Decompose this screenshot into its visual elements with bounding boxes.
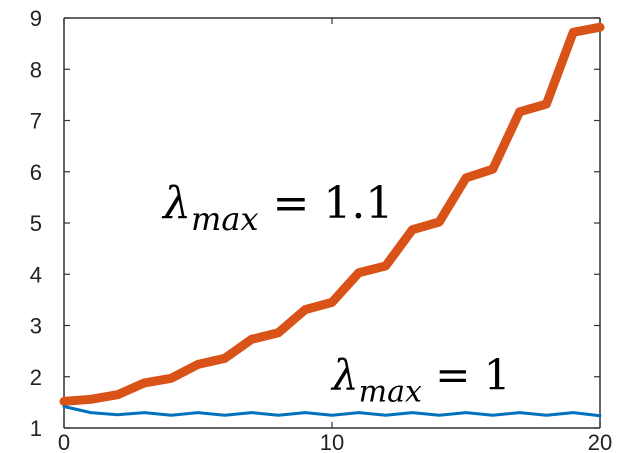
- tick-marks: [63, 17, 601, 429]
- x-tick-labels: 0 10 20: [58, 430, 612, 453]
- annotation-value: = 1: [422, 351, 511, 400]
- x-tick-label: 20: [588, 430, 612, 453]
- annotation-subscript: max: [359, 375, 422, 410]
- y-tick-label: 8: [30, 57, 42, 82]
- y-tick-label: 5: [30, 211, 42, 236]
- annotation-0: λmax = 1.1: [161, 178, 393, 238]
- y-tick-label: 1: [30, 416, 42, 441]
- series-line-0: [59, 22, 605, 406]
- annotation-value: = 1.1: [259, 178, 394, 229]
- y-tick-label: 2: [30, 365, 42, 390]
- y-tick-label: 3: [30, 314, 42, 339]
- annotation-symbol: λ: [161, 178, 191, 229]
- y-tick-label: 9: [30, 6, 42, 31]
- x-tick-label: 0: [58, 430, 70, 453]
- annotation-subscript: max: [191, 200, 258, 238]
- series-lines: [59, 22, 605, 418]
- series-line-1: [62, 405, 602, 418]
- y-tick-labels: 1 2 3 4 5 6 7 8 9: [30, 6, 42, 441]
- annotation-1: λmax = 1: [330, 351, 511, 410]
- y-tick-label: 7: [30, 109, 42, 134]
- x-tick-label: 10: [320, 430, 344, 453]
- annotation-symbol: λ: [330, 351, 359, 400]
- y-tick-label: 6: [30, 160, 42, 185]
- y-tick-label: 4: [30, 262, 42, 287]
